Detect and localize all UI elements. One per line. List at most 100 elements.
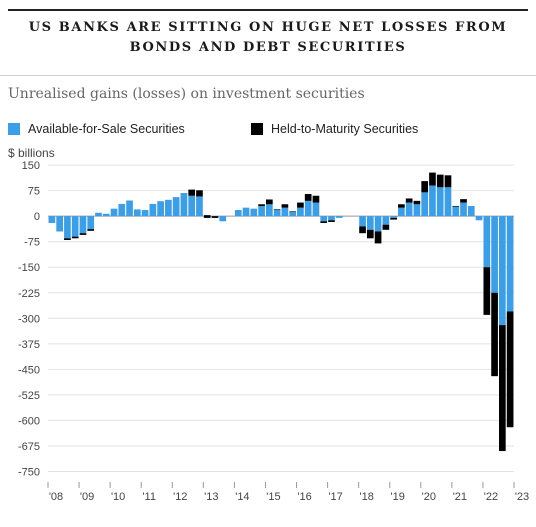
bar-afs xyxy=(304,200,312,217)
bar-afs xyxy=(491,216,498,293)
x-tick-label: '08 xyxy=(49,491,63,503)
bar-htm xyxy=(429,172,436,186)
x-tick-label: '10 xyxy=(111,491,125,503)
bar-afs xyxy=(87,216,95,230)
legend-swatch-htm xyxy=(251,123,263,135)
bar-afs xyxy=(118,203,126,217)
y-tick-label: -75 xyxy=(24,237,40,249)
bar-htm xyxy=(71,236,79,239)
bar-afs xyxy=(273,210,281,217)
bar-htm xyxy=(79,233,87,235)
bar-afs xyxy=(149,203,157,217)
bar-afs xyxy=(467,205,475,217)
bar-afs xyxy=(234,210,242,217)
bar-afs xyxy=(390,216,397,218)
bar-afs xyxy=(436,187,444,217)
bar-afs xyxy=(196,196,203,217)
bar-htm xyxy=(312,195,320,203)
bar-htm xyxy=(444,175,452,188)
bar-afs xyxy=(413,204,421,217)
bar-afs xyxy=(429,185,436,217)
bar-htm xyxy=(320,221,328,223)
x-tick-label: '12 xyxy=(173,491,187,503)
bar-htm xyxy=(483,267,491,315)
bar-afs xyxy=(258,205,265,217)
bar-htm xyxy=(211,216,219,218)
bar-afs xyxy=(126,200,133,217)
chart-title-line-2: BONDS AND DEBT SECURITIES xyxy=(129,40,407,55)
legend: Available-for-Sale Securities Held-to-Ma… xyxy=(0,122,536,140)
bar-afs xyxy=(499,216,506,326)
x-tick-label: '14 xyxy=(235,491,249,503)
bar-afs xyxy=(382,216,390,225)
bar-afs xyxy=(281,207,289,217)
bar-afs xyxy=(444,187,452,217)
x-tick-label: '19 xyxy=(391,491,405,503)
bar-afs xyxy=(133,209,141,217)
x-tick-label: '20 xyxy=(422,491,436,503)
bar-htm xyxy=(506,311,514,428)
bar-htm xyxy=(499,325,506,452)
bar-afs xyxy=(188,195,196,217)
bar-afs xyxy=(242,207,250,217)
bar-htm xyxy=(398,204,405,208)
x-tick-label: '23 xyxy=(515,491,529,503)
bar-afs xyxy=(405,202,413,217)
chart-subtitle: Unrealised gains (losses) on investment … xyxy=(8,86,365,102)
bar-htm xyxy=(359,226,366,234)
bar-afs xyxy=(374,216,382,232)
bar-afs xyxy=(398,207,405,217)
bar-htm xyxy=(421,181,429,193)
x-tick-label: '09 xyxy=(80,491,94,503)
bar-afs xyxy=(366,216,374,230)
bar-afs xyxy=(483,216,491,268)
legend-item-htm: Held-to-Maturity Securities xyxy=(251,122,418,136)
bar-afs xyxy=(180,193,188,217)
y-tick-label: 0 xyxy=(34,211,40,223)
chart-title-line-1: US BANKS ARE SITTING ON HUGE NET LOSSES … xyxy=(28,20,508,35)
bar-afs xyxy=(460,202,467,217)
y-tick-label: -225 xyxy=(18,288,40,300)
x-tick-label: '17 xyxy=(328,491,342,503)
bar-htm xyxy=(304,194,312,201)
bar-afs xyxy=(64,216,71,239)
legend-swatch-afs xyxy=(8,123,20,135)
bar-htm xyxy=(328,220,335,222)
bar-htm xyxy=(452,205,460,207)
x-tick-label: '18 xyxy=(359,491,373,503)
bar-htm xyxy=(413,200,421,205)
y-tick-label: -375 xyxy=(18,339,40,351)
bar-afs xyxy=(328,216,335,221)
bar-afs xyxy=(359,216,366,227)
bar-htm xyxy=(203,215,211,218)
y-tick-label: 150 xyxy=(22,160,40,172)
x-tick-label: '13 xyxy=(204,491,218,503)
x-tick-label: '15 xyxy=(266,491,280,503)
bar-afs xyxy=(141,210,149,217)
bar-afs xyxy=(312,202,320,217)
bar-htm xyxy=(281,204,289,208)
bar-htm xyxy=(491,292,498,377)
bar-htm xyxy=(366,229,374,239)
bar-htm xyxy=(382,224,390,230)
bar-htm xyxy=(64,238,71,240)
x-tick-label: '11 xyxy=(142,491,156,503)
bar-afs xyxy=(506,216,514,312)
bar-afs xyxy=(421,192,429,217)
divider xyxy=(0,75,536,76)
bar-afs xyxy=(452,206,460,217)
bar-htm xyxy=(258,204,265,206)
bar-afs xyxy=(219,216,227,222)
x-tick-label: '16 xyxy=(297,491,311,503)
y-tick-label: -600 xyxy=(18,415,40,427)
y-axis-unit: $ billions xyxy=(8,146,55,160)
y-tick-label: -525 xyxy=(18,390,40,402)
bar-afs xyxy=(320,216,328,222)
top-rule xyxy=(8,9,528,11)
bar-afs xyxy=(289,212,296,217)
bar-htm xyxy=(196,190,203,197)
bar-afs xyxy=(56,216,63,232)
bar-afs xyxy=(475,216,483,221)
bar-htm xyxy=(266,199,273,205)
bar-afs xyxy=(71,216,79,237)
